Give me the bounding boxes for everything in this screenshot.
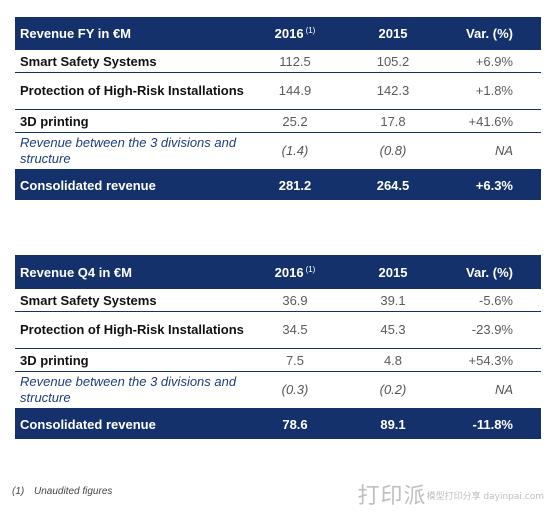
header-year-2016: 2016 (1) <box>245 17 345 50</box>
row-label: Revenue between the 3 divisions and stru… <box>15 132 245 170</box>
header-year-2015: 2015 <box>345 17 441 50</box>
value-2015: 45.3 <box>345 311 441 349</box>
footnote-ref: (1) <box>305 26 316 35</box>
value-variation: NA <box>441 371 541 409</box>
footnote-ref: (1) <box>305 264 316 274</box>
value-2015: 142.3 <box>345 72 441 110</box>
row-label: Revenue between the 3 divisions and stru… <box>15 371 245 409</box>
row-label: Protection of High-Risk Installations <box>15 72 245 110</box>
total-label: Consolidated revenue <box>15 408 245 439</box>
table-header-row: Revenue FY in €M 2016 (1) 2015 Var. (%) <box>15 17 541 50</box>
value-variation: +6.9% <box>441 50 541 73</box>
value-variation: +41.6% <box>441 109 541 133</box>
value-variation: -23.9% <box>441 311 541 349</box>
value-2015: 105.2 <box>345 50 441 73</box>
row-label: Smart Safety Systems <box>15 50 245 73</box>
watermark-text: 打印派 <box>357 484 427 509</box>
value-variation: NA <box>441 132 541 170</box>
total-2016: 281.2 <box>245 169 345 200</box>
table-row: 3D printing 25.2 17.8 +41.6% <box>15 109 541 133</box>
total-2015: 264.5 <box>345 169 441 200</box>
row-label: Smart Safety Systems <box>15 289 245 312</box>
total-2016: 78.6 <box>245 408 345 439</box>
value-2015: 17.8 <box>345 109 441 133</box>
table-row: Protection of High-Risk Installations 34… <box>15 311 541 349</box>
footnote-text: Unaudited figures <box>34 486 113 497</box>
total-row: Consolidated revenue 281.2 264.5 +6.3% <box>15 169 541 200</box>
revenue-fy-table: Revenue FY in €M 2016 (1) 2015 Var. (%) S… <box>15 17 541 200</box>
value-2016: 144.9 <box>245 72 345 110</box>
header-variation: Var. (%) <box>441 255 541 289</box>
value-2016: 36.9 <box>245 289 345 312</box>
watermark-logo: 打印派模型打印分享 dayinpai.com <box>358 478 544 510</box>
total-row: Consolidated revenue 78.6 89.1 -11.8% <box>15 408 541 439</box>
total-variation: -11.8% <box>441 408 541 439</box>
value-2015: (0.8) <box>345 132 441 170</box>
value-variation: +1.8% <box>441 72 541 110</box>
table-row: 3D printing 7.5 4.8 +54.3% <box>15 348 541 372</box>
table-header-row: Revenue Q4 in €M 2016 (1) 2015 Var. (%) <box>15 255 541 289</box>
header-year-2015: 2015 <box>345 255 441 289</box>
header-year-2016: 2016 (1) <box>245 255 345 289</box>
footnote: (1) Unaudited figures <box>12 486 112 497</box>
value-2015: 4.8 <box>345 348 441 372</box>
total-label: Consolidated revenue <box>15 169 245 200</box>
header-label: Revenue FY in €M <box>15 17 245 50</box>
value-2016: 112.5 <box>245 50 345 73</box>
value-variation: -5.6% <box>441 289 541 312</box>
header-variation: Var. (%) <box>441 17 541 50</box>
row-label: 3D printing <box>15 109 245 133</box>
value-variation: +54.3% <box>441 348 541 372</box>
total-2015: 89.1 <box>345 408 441 439</box>
footnote-mark: (1) <box>12 486 25 497</box>
table-row: Protection of High-Risk Installations 14… <box>15 72 541 110</box>
row-label: Protection of High-Risk Installations <box>15 311 245 349</box>
value-2015: 39.1 <box>345 289 441 312</box>
table-row: Revenue between the 3 divisions and stru… <box>15 371 541 409</box>
value-2016: 7.5 <box>245 348 345 372</box>
value-2016: (1.4) <box>245 132 345 170</box>
watermark-subtext: 模型打印分享 dayinpai.com <box>426 492 544 502</box>
value-2016: 34.5 <box>245 311 345 349</box>
value-2016: (0.3) <box>245 371 345 409</box>
table-row: Smart Safety Systems 112.5 105.2 +6.9% <box>15 50 541 73</box>
header-label: Revenue Q4 in €M <box>15 255 245 289</box>
revenue-q4-table: Revenue Q4 in €M 2016 (1) 2015 Var. (%) S… <box>15 255 541 439</box>
value-2015: (0.2) <box>345 371 441 409</box>
table-row: Smart Safety Systems 36.9 39.1 -5.6% <box>15 289 541 312</box>
table-row: Revenue between the 3 divisions and stru… <box>15 132 541 170</box>
total-variation: +6.3% <box>441 169 541 200</box>
row-label: 3D printing <box>15 348 245 372</box>
value-2016: 25.2 <box>245 109 345 133</box>
